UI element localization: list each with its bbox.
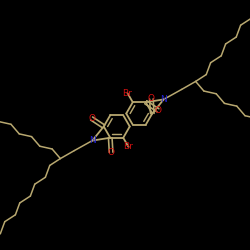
Text: O: O xyxy=(108,148,114,157)
Text: N: N xyxy=(89,136,96,145)
Text: O: O xyxy=(88,114,95,123)
Text: Br: Br xyxy=(122,89,132,98)
Text: O: O xyxy=(148,94,155,104)
Text: O: O xyxy=(154,106,162,115)
Text: N: N xyxy=(160,95,167,104)
Text: Br: Br xyxy=(124,142,134,151)
